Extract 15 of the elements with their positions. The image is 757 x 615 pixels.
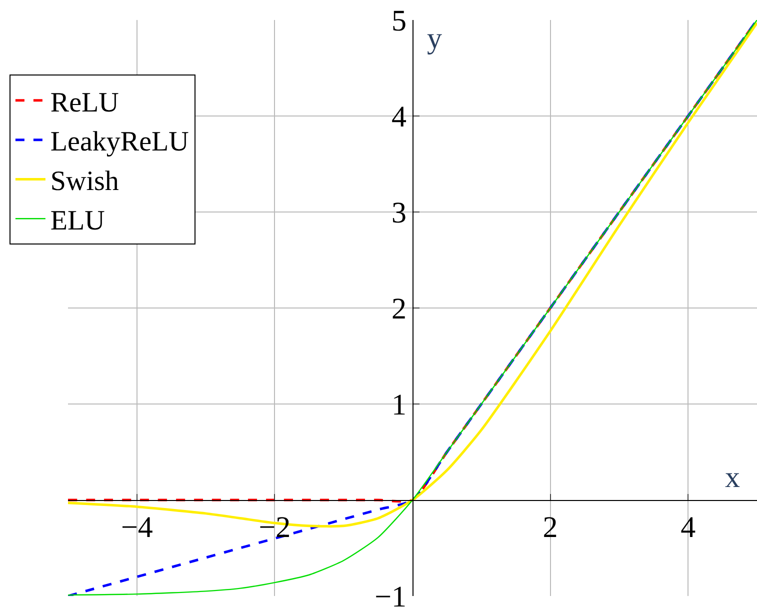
y-tick-label: 1 [392, 388, 406, 422]
y-tick-label: 3 [392, 196, 406, 230]
legend-label: ELU [50, 206, 105, 237]
y-axis-title: y [427, 22, 442, 55]
legend-label: LeakyReLU [50, 126, 189, 158]
y-tick-label: 4 [392, 100, 406, 134]
x-tick-label: 2 [542, 511, 558, 544]
x-axis-title: x [725, 461, 740, 494]
legend-label: ReLU [50, 87, 119, 118]
y-tick-label: 2 [392, 292, 406, 326]
y-tick-label: 5 [392, 4, 406, 38]
x-tick-label: −4 [120, 511, 153, 544]
legend-label: Swish [50, 166, 119, 198]
y-tick-label: −1 [374, 580, 406, 614]
x-tick-label: 4 [680, 511, 696, 544]
